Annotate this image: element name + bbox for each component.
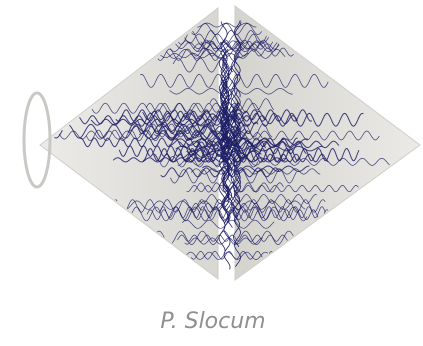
wave-line (153, 125, 228, 136)
wave-line (220, 58, 228, 160)
wave-line (140, 73, 329, 88)
ring (22, 91, 52, 189)
wave-line (177, 157, 390, 166)
wave-line (209, 98, 275, 111)
wave-line (230, 89, 238, 223)
wave-line (222, 55, 230, 143)
wave-line (192, 43, 280, 50)
wave-lines (54, 20, 390, 270)
wave-line (222, 48, 230, 203)
wave-line (234, 126, 241, 195)
wave-line (136, 112, 364, 127)
wave-line (221, 100, 229, 177)
wave-line (186, 185, 359, 193)
wave-line (80, 137, 298, 148)
wave-line (169, 88, 293, 95)
wave-line (192, 47, 294, 57)
wave-line (164, 130, 380, 141)
wave-line (157, 230, 294, 245)
wave-line (91, 102, 262, 114)
wave-line (190, 250, 273, 260)
wave-line (229, 104, 236, 146)
wave-line (218, 137, 226, 252)
wave-line (157, 48, 245, 61)
wave-line (190, 168, 321, 175)
wave-line (160, 53, 249, 59)
wave-line (231, 60, 239, 148)
wave-line (227, 104, 235, 228)
wave-line (165, 49, 286, 59)
wave-line (158, 206, 326, 219)
wave-line (233, 56, 241, 202)
wave-line (233, 20, 241, 98)
wave-line (170, 169, 297, 184)
wave-line (159, 156, 259, 168)
wave-line (223, 119, 231, 270)
wave-line (193, 182, 284, 193)
wave-line (191, 23, 262, 35)
caption: P. Slocum (160, 309, 265, 334)
wave-line (199, 194, 317, 204)
wave-line (202, 165, 310, 173)
wave-line (197, 22, 257, 28)
wave-line (184, 33, 269, 44)
wave-line (195, 39, 280, 52)
wave-line (115, 109, 313, 122)
wave-line (126, 200, 306, 210)
wave-line (186, 141, 307, 155)
wave-line (169, 40, 278, 52)
wave-line (186, 251, 269, 260)
wave-line (86, 129, 239, 142)
wave-line (153, 153, 329, 163)
